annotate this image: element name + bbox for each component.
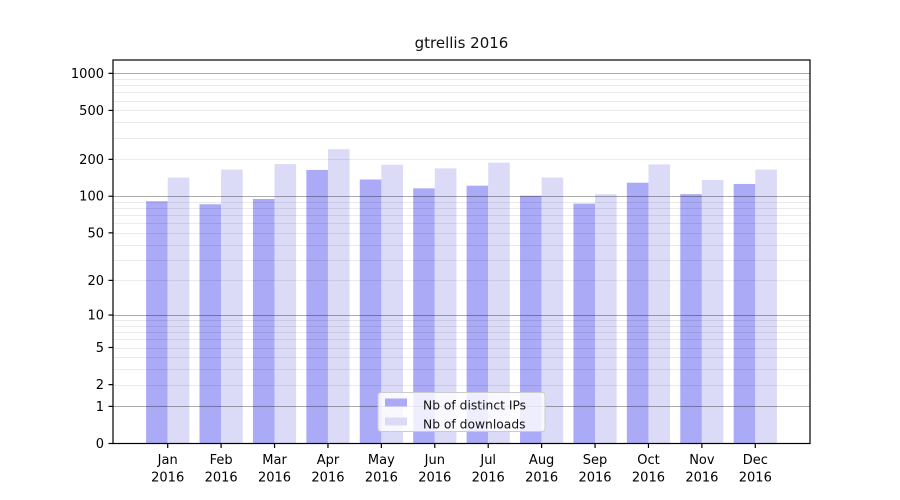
x-tick-label-year: 2016 — [472, 471, 505, 486]
bar-downloads — [274, 164, 297, 444]
chart-title: gtrellis 2016 — [414, 34, 509, 52]
bar-downloads — [755, 169, 777, 444]
x-tick-label-year: 2016 — [365, 471, 398, 486]
x-tick-label-month: Aug — [529, 453, 554, 468]
y-tick-label: 1 — [96, 400, 104, 415]
bar-distinct-ips — [466, 185, 489, 444]
x-tick-label-year: 2016 — [205, 471, 238, 486]
x-tick-label-month: Dec — [743, 453, 768, 468]
x-tick-label-month: May — [368, 453, 395, 468]
bar-distinct-ips — [626, 182, 649, 444]
bar-downloads — [595, 194, 617, 444]
y-tick-label: 2 — [96, 378, 104, 393]
bar-distinct-ips — [413, 188, 435, 444]
y-tick-label: 1000 — [71, 67, 104, 82]
x-tick-label-year: 2016 — [418, 471, 451, 486]
y-tick-label: 500 — [79, 104, 104, 119]
x-tick-label-month: Jun — [424, 453, 445, 468]
bar-downloads — [648, 164, 671, 444]
y-tick-label: 50 — [87, 226, 104, 241]
x-tick-label-month: Nov — [689, 453, 715, 468]
x-tick-label-year: 2016 — [311, 471, 344, 486]
y-tick-label: 5 — [96, 341, 104, 356]
bar-distinct-ips — [199, 204, 222, 444]
legend-label-distinct-ips: Nb of distinct IPs — [423, 399, 526, 413]
x-tick-label-year: 2016 — [258, 471, 291, 486]
legend-box — [377, 392, 546, 432]
bar-distinct-ips — [520, 195, 542, 444]
legend-label-downloads: Nb of downloads — [423, 418, 526, 432]
x-tick-label-month: Sep — [583, 453, 608, 468]
x-tick-label-month: Feb — [210, 453, 233, 468]
bar-downloads — [434, 168, 457, 444]
x-tick-label-year: 2016 — [685, 471, 718, 486]
bar-downloads — [221, 169, 243, 444]
bar-downloads — [167, 177, 190, 444]
x-tick-label-year: 2016 — [151, 471, 184, 486]
x-tick-label-year: 2016 — [578, 471, 611, 486]
x-tick-label-month: Apr — [317, 453, 340, 468]
bar-downloads — [327, 149, 350, 444]
bar-downloads — [488, 162, 510, 444]
x-tick-label-year: 2016 — [632, 471, 665, 486]
legend-swatch-distinct-ips — [385, 398, 407, 407]
bar-distinct-ips — [733, 183, 756, 444]
x-tick-label-month: Mar — [262, 453, 287, 468]
bar-downloads — [381, 164, 403, 444]
bar-distinct-ips — [680, 194, 702, 444]
x-tick-label-month: Jul — [479, 453, 496, 468]
x-tick-label-month: Jan — [157, 453, 178, 468]
bar-distinct-ips — [359, 179, 382, 444]
y-tick-label: 100 — [79, 190, 104, 205]
bar-distinct-ips — [252, 198, 275, 444]
y-tick-label: 200 — [79, 153, 104, 168]
x-tick-label-year: 2016 — [739, 471, 772, 486]
bar-downloads — [541, 177, 564, 444]
bar-distinct-ips — [306, 169, 328, 444]
bar-distinct-ips — [146, 201, 168, 444]
axes-frame — [112, 59, 811, 445]
y-tick-label: 0 — [96, 437, 104, 452]
x-tick-label-year: 2016 — [525, 471, 558, 486]
legend-swatch-downloads — [385, 417, 407, 426]
bar-distinct-ips — [573, 203, 596, 444]
bar-downloads — [701, 179, 724, 444]
y-tick-label: 20 — [87, 274, 104, 289]
x-tick-label-month: Oct — [637, 453, 659, 468]
y-tick-label: 10 — [87, 309, 104, 324]
